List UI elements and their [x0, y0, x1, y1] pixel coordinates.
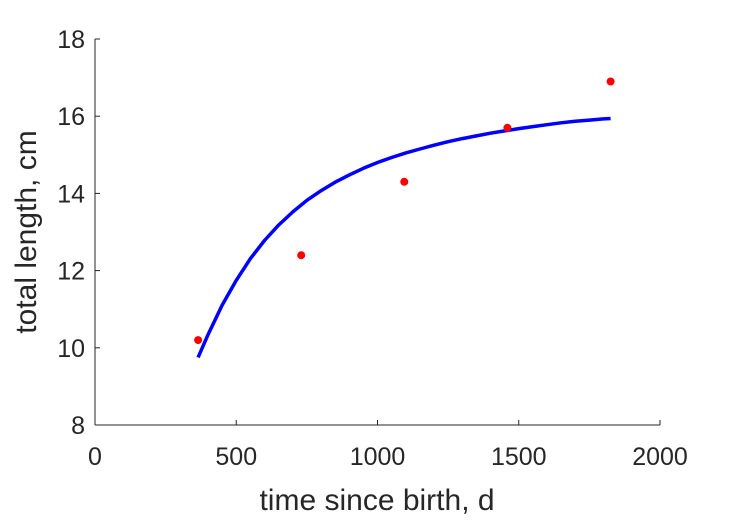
- tick-labels: 0 500 1000 1500 2000 8 10 12 14 16 18: [57, 26, 688, 471]
- data-point: [606, 77, 615, 86]
- x-tick-label: 2000: [632, 443, 688, 471]
- x-axis-label: time since birth, d: [259, 484, 494, 517]
- y-tick-label: 14: [57, 180, 85, 208]
- axes: [94, 39, 660, 426]
- x-tick-label: 500: [215, 443, 257, 471]
- y-tick-label: 18: [57, 26, 85, 54]
- ticks: [94, 38, 661, 426]
- y-axis-label: total length, cm: [10, 130, 43, 333]
- data-point: [297, 251, 306, 260]
- data-point: [194, 336, 203, 345]
- x-tick-label: 0: [88, 443, 102, 471]
- y-tick-label: 10: [57, 335, 85, 363]
- x-tick-label: 1000: [350, 443, 406, 471]
- y-tick-label: 8: [71, 412, 85, 440]
- fit-curve: [196, 116, 611, 359]
- y-tick-label: 16: [57, 103, 85, 131]
- x-tick-label: 1500: [491, 443, 547, 471]
- data-point: [400, 177, 409, 186]
- data-point: [503, 123, 512, 132]
- y-tick-label: 12: [57, 258, 85, 286]
- plot-marks: [194, 77, 615, 359]
